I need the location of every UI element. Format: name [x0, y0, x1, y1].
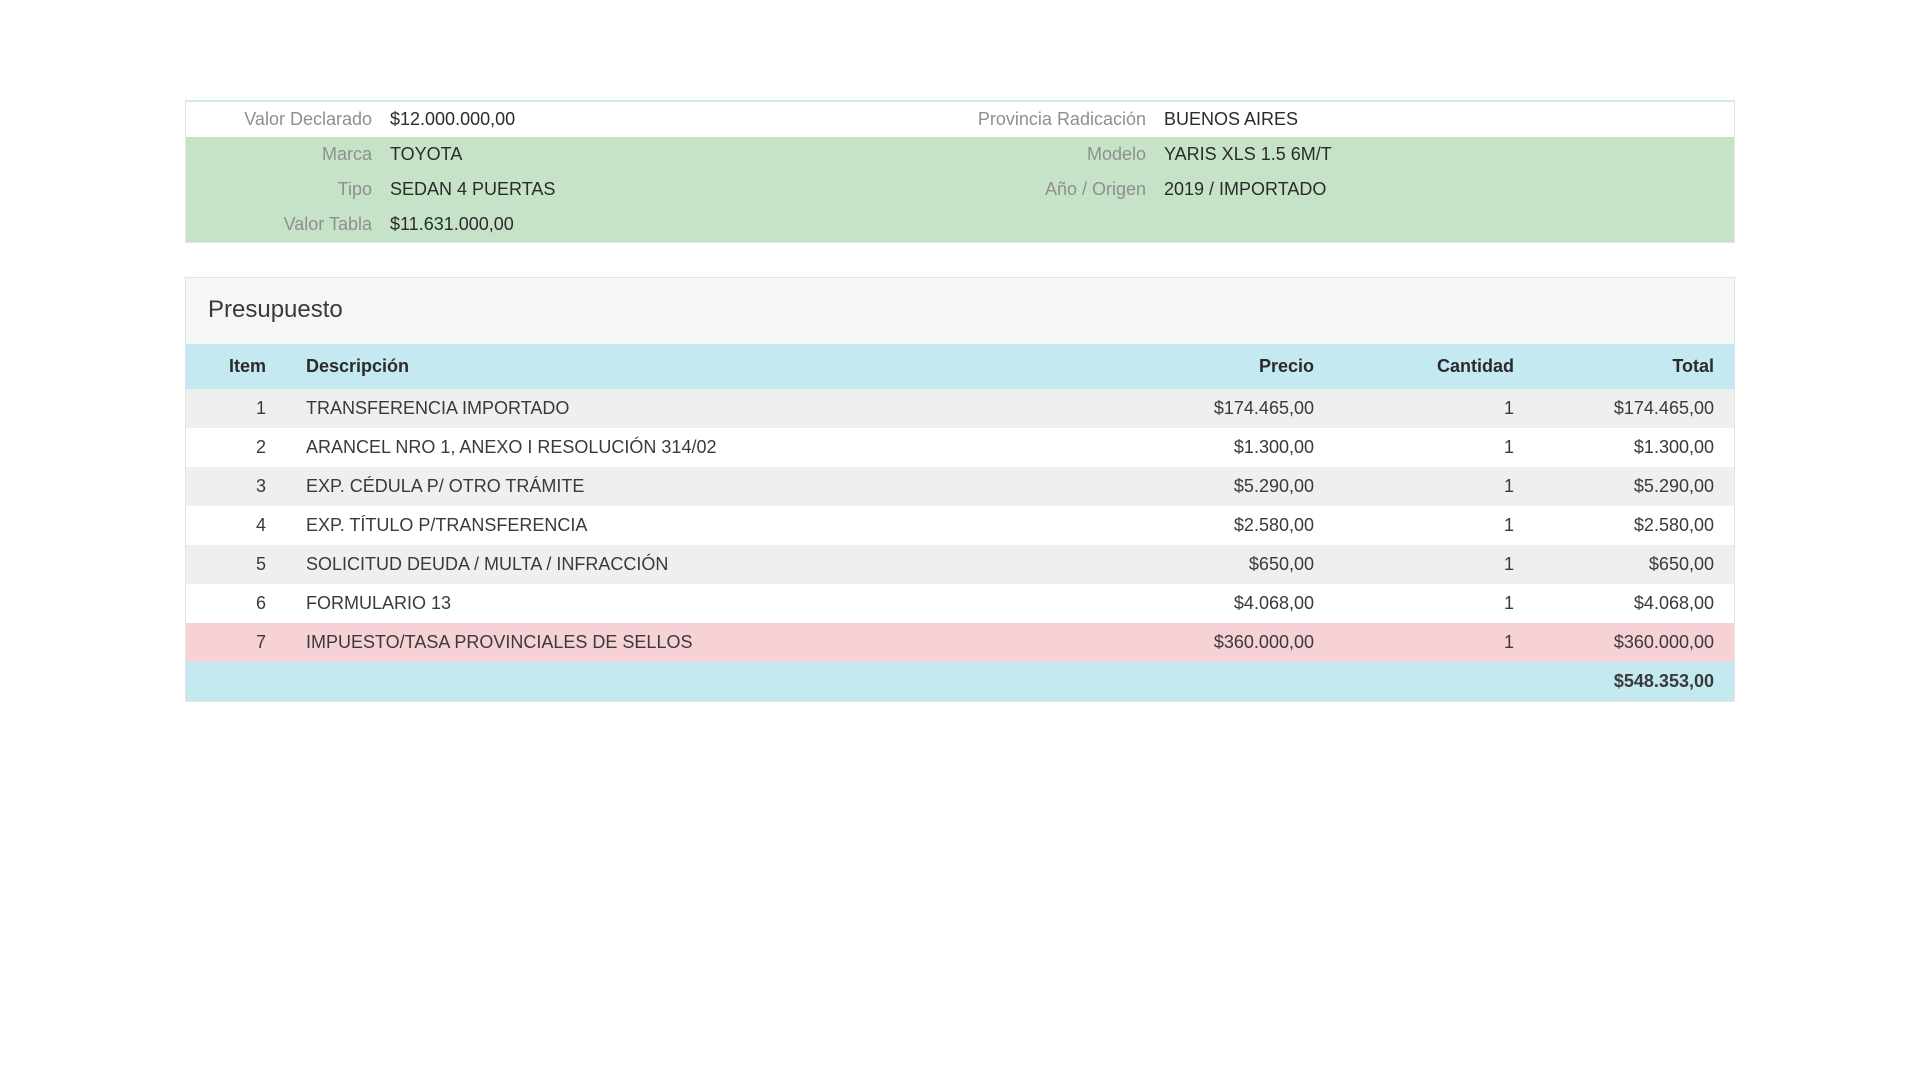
cell-total: $5.290,00 [1534, 467, 1734, 506]
details-field-value: YARIS XLS 1.5 6M/T [1160, 144, 1734, 165]
cell-desc: EXP. CÉDULA P/ OTRO TRÁMITE [286, 467, 1134, 506]
col-header-qty: Cantidad [1334, 344, 1534, 389]
col-header-item: Item [186, 344, 286, 389]
cell-qty: 1 [1334, 506, 1534, 545]
table-row: 2ARANCEL NRO 1, ANEXO I RESOLUCIÓN 314/0… [186, 428, 1734, 467]
cell-price: $650,00 [1134, 545, 1334, 584]
budget-total-row: $548.353,00 [186, 662, 1734, 701]
cell-total: $4.068,00 [1534, 584, 1734, 623]
budget-total-spacer [186, 662, 1534, 701]
details-field-label: Año / Origen [960, 179, 1160, 200]
details-field-value: $12.000.000,00 [386, 109, 960, 130]
details-field-value: 2019 / IMPORTADO [1160, 179, 1734, 200]
details-field [960, 207, 1734, 242]
details-field-value: BUENOS AIRES [1160, 109, 1734, 130]
cell-total: $1.300,00 [1534, 428, 1734, 467]
cell-price: $4.068,00 [1134, 584, 1334, 623]
details-field-value: SEDAN 4 PUERTAS [386, 179, 960, 200]
cell-item: 3 [186, 467, 286, 506]
cell-item: 1 [186, 389, 286, 428]
details-row: Valor Declarado$12.000.000,00Provincia R… [186, 102, 1734, 137]
vehicle-details-body: Valor Declarado$12.000.000,00Provincia R… [186, 102, 1734, 242]
budget-grand-total: $548.353,00 [1534, 662, 1734, 701]
cell-desc: IMPUESTO/TASA PROVINCIALES DE SELLOS [286, 623, 1134, 662]
vehicle-details-card: Valor Declarado$12.000.000,00Provincia R… [185, 100, 1735, 243]
details-field: TipoSEDAN 4 PUERTAS [186, 172, 960, 207]
cell-desc: FORMULARIO 13 [286, 584, 1134, 623]
budget-title: Presupuesto [186, 278, 1734, 344]
details-row: Valor Tabla$11.631.000,00 [186, 207, 1734, 242]
cell-total: $174.465,00 [1534, 389, 1734, 428]
cell-desc: TRANSFERENCIA IMPORTADO [286, 389, 1134, 428]
cell-price: $2.580,00 [1134, 506, 1334, 545]
details-field: ModeloYARIS XLS 1.5 6M/T [960, 137, 1734, 172]
cell-desc: EXP. TÍTULO P/TRANSFERENCIA [286, 506, 1134, 545]
details-field-value: TOYOTA [386, 144, 960, 165]
cell-item: 6 [186, 584, 286, 623]
cell-price: $360.000,00 [1134, 623, 1334, 662]
details-row: MarcaTOYOTAModeloYARIS XLS 1.5 6M/T [186, 137, 1734, 172]
details-field-value: $11.631.000,00 [386, 214, 960, 235]
budget-table: Item Descripción Precio Cantidad Total 1… [186, 344, 1734, 701]
table-row: 4EXP. TÍTULO P/TRANSFERENCIA$2.580,001$2… [186, 506, 1734, 545]
budget-card: Presupuesto Item Descripción Precio Cant… [185, 277, 1735, 702]
table-row: 6FORMULARIO 13$4.068,001$4.068,00 [186, 584, 1734, 623]
cell-qty: 1 [1334, 467, 1534, 506]
details-field-label: Provincia Radicación [960, 109, 1160, 130]
details-row: TipoSEDAN 4 PUERTASAño / Origen2019 / IM… [186, 172, 1734, 207]
cell-item: 5 [186, 545, 286, 584]
cell-qty: 1 [1334, 428, 1534, 467]
table-row: 1TRANSFERENCIA IMPORTADO$174.465,001$174… [186, 389, 1734, 428]
col-header-desc: Descripción [286, 344, 1134, 389]
details-field: Valor Tabla$11.631.000,00 [186, 207, 960, 242]
details-field-label: Valor Tabla [186, 214, 386, 235]
cell-qty: 1 [1334, 389, 1534, 428]
details-field: Provincia RadicaciónBUENOS AIRES [960, 102, 1734, 137]
details-field-label: Valor Declarado [186, 109, 386, 130]
cell-desc: SOLICITUD DEUDA / MULTA / INFRACCIÓN [286, 545, 1134, 584]
cell-qty: 1 [1334, 623, 1534, 662]
cell-item: 7 [186, 623, 286, 662]
cell-qty: 1 [1334, 584, 1534, 623]
col-header-total: Total [1534, 344, 1734, 389]
cell-total: $360.000,00 [1534, 623, 1734, 662]
cell-total: $650,00 [1534, 545, 1734, 584]
table-row: 3EXP. CÉDULA P/ OTRO TRÁMITE$5.290,001$5… [186, 467, 1734, 506]
cell-desc: ARANCEL NRO 1, ANEXO I RESOLUCIÓN 314/02 [286, 428, 1134, 467]
cell-total: $2.580,00 [1534, 506, 1734, 545]
table-row: 7IMPUESTO/TASA PROVINCIALES DE SELLOS$36… [186, 623, 1734, 662]
details-field-label: Tipo [186, 179, 386, 200]
details-field: Año / Origen2019 / IMPORTADO [960, 172, 1734, 207]
budget-table-header-row: Item Descripción Precio Cantidad Total [186, 344, 1734, 389]
cell-price: $174.465,00 [1134, 389, 1334, 428]
table-row: 5SOLICITUD DEUDA / MULTA / INFRACCIÓN$65… [186, 545, 1734, 584]
cell-qty: 1 [1334, 545, 1534, 584]
cell-item: 2 [186, 428, 286, 467]
details-field: Valor Declarado$12.000.000,00 [186, 102, 960, 137]
details-field-label: Marca [186, 144, 386, 165]
details-field: MarcaTOYOTA [186, 137, 960, 172]
details-field-label: Modelo [960, 144, 1160, 165]
cell-price: $5.290,00 [1134, 467, 1334, 506]
col-header-price: Precio [1134, 344, 1334, 389]
cell-item: 4 [186, 506, 286, 545]
cell-price: $1.300,00 [1134, 428, 1334, 467]
